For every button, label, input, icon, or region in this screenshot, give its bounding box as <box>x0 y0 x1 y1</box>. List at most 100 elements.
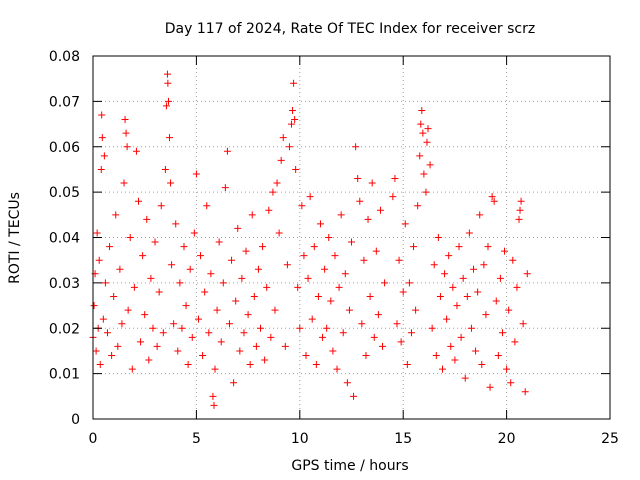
data-point <box>225 320 233 328</box>
data-point <box>103 329 111 337</box>
data-point <box>418 106 426 114</box>
data-point <box>242 247 250 255</box>
data-point <box>162 102 170 110</box>
data-point <box>163 70 171 78</box>
data-point <box>405 279 413 287</box>
data-point <box>101 279 109 287</box>
data-point <box>261 356 269 364</box>
data-point <box>509 256 517 264</box>
data-point <box>290 79 298 87</box>
data-point <box>474 288 482 296</box>
data-point <box>445 252 453 260</box>
data-point <box>238 274 246 282</box>
data-point <box>149 324 157 332</box>
data-point <box>451 356 459 364</box>
data-point <box>252 342 260 350</box>
data-point <box>96 361 104 369</box>
data-point <box>151 238 159 246</box>
data-point <box>327 297 335 305</box>
data-point <box>155 288 163 296</box>
data-point <box>401 220 409 228</box>
data-point <box>312 361 320 369</box>
data-point <box>98 111 106 119</box>
data-point <box>285 143 293 151</box>
y-tick-label: 0.02 <box>49 321 80 337</box>
data-point <box>389 193 397 201</box>
x-tick-label: 20 <box>498 431 516 447</box>
data-point <box>337 211 345 219</box>
data-point <box>321 265 329 273</box>
data-point <box>294 283 302 291</box>
data-point <box>498 329 506 337</box>
data-point <box>472 347 480 355</box>
data-point <box>490 197 498 205</box>
data-point <box>496 274 504 282</box>
data-point <box>257 324 265 332</box>
data-point <box>515 215 523 223</box>
data-point <box>121 116 129 124</box>
data-point <box>517 197 525 205</box>
data-point <box>397 338 405 346</box>
data-point <box>492 297 500 305</box>
data-point <box>356 197 364 205</box>
data-point <box>443 315 451 323</box>
y-tick-label: 0.04 <box>49 231 80 247</box>
y-axis-label: ROTI / TECUs <box>7 192 23 284</box>
data-point <box>457 333 465 341</box>
data-point <box>323 324 331 332</box>
data-point <box>211 365 219 373</box>
data-point <box>248 211 256 219</box>
data-point <box>93 229 101 237</box>
data-point <box>513 283 521 291</box>
data-point <box>310 243 318 251</box>
data-point <box>424 125 432 133</box>
y-tick-label: 0.06 <box>49 140 80 156</box>
data-point <box>190 229 198 237</box>
data-point <box>210 401 218 409</box>
data-point <box>430 261 438 269</box>
data-point <box>199 351 207 359</box>
data-point <box>376 206 384 214</box>
data-point <box>465 229 473 237</box>
data-point <box>180 243 188 251</box>
data-point <box>478 361 486 369</box>
data-point <box>484 243 492 251</box>
data-point <box>395 256 403 264</box>
data-point <box>391 175 399 183</box>
data-point <box>379 342 387 350</box>
data-point <box>213 306 221 314</box>
data-point <box>209 392 217 400</box>
data-point <box>331 252 339 260</box>
y-tick-label: 0.03 <box>49 276 80 292</box>
data-point <box>98 134 106 142</box>
data-point <box>205 329 213 337</box>
data-point <box>126 234 134 241</box>
data-points <box>89 70 531 409</box>
data-point <box>501 247 509 255</box>
data-point <box>197 252 205 260</box>
data-point <box>124 306 132 314</box>
data-point <box>519 320 527 328</box>
data-point <box>172 220 180 228</box>
data-point <box>461 374 469 382</box>
data-point <box>139 252 147 260</box>
data-point <box>90 302 98 310</box>
data-point <box>507 379 515 387</box>
data-point <box>368 179 376 187</box>
data-point <box>259 243 267 251</box>
data-point <box>279 134 287 142</box>
data-point <box>97 165 105 173</box>
data-point <box>168 261 176 269</box>
data-point <box>143 215 151 223</box>
data-point <box>120 179 128 187</box>
data-point <box>141 311 149 319</box>
data-point <box>345 306 353 314</box>
data-point <box>441 270 449 278</box>
data-point <box>271 306 279 314</box>
data-point <box>412 306 420 314</box>
data-point <box>114 342 122 350</box>
grid-lines <box>93 56 610 419</box>
data-point <box>516 206 524 214</box>
data-point <box>329 347 337 355</box>
